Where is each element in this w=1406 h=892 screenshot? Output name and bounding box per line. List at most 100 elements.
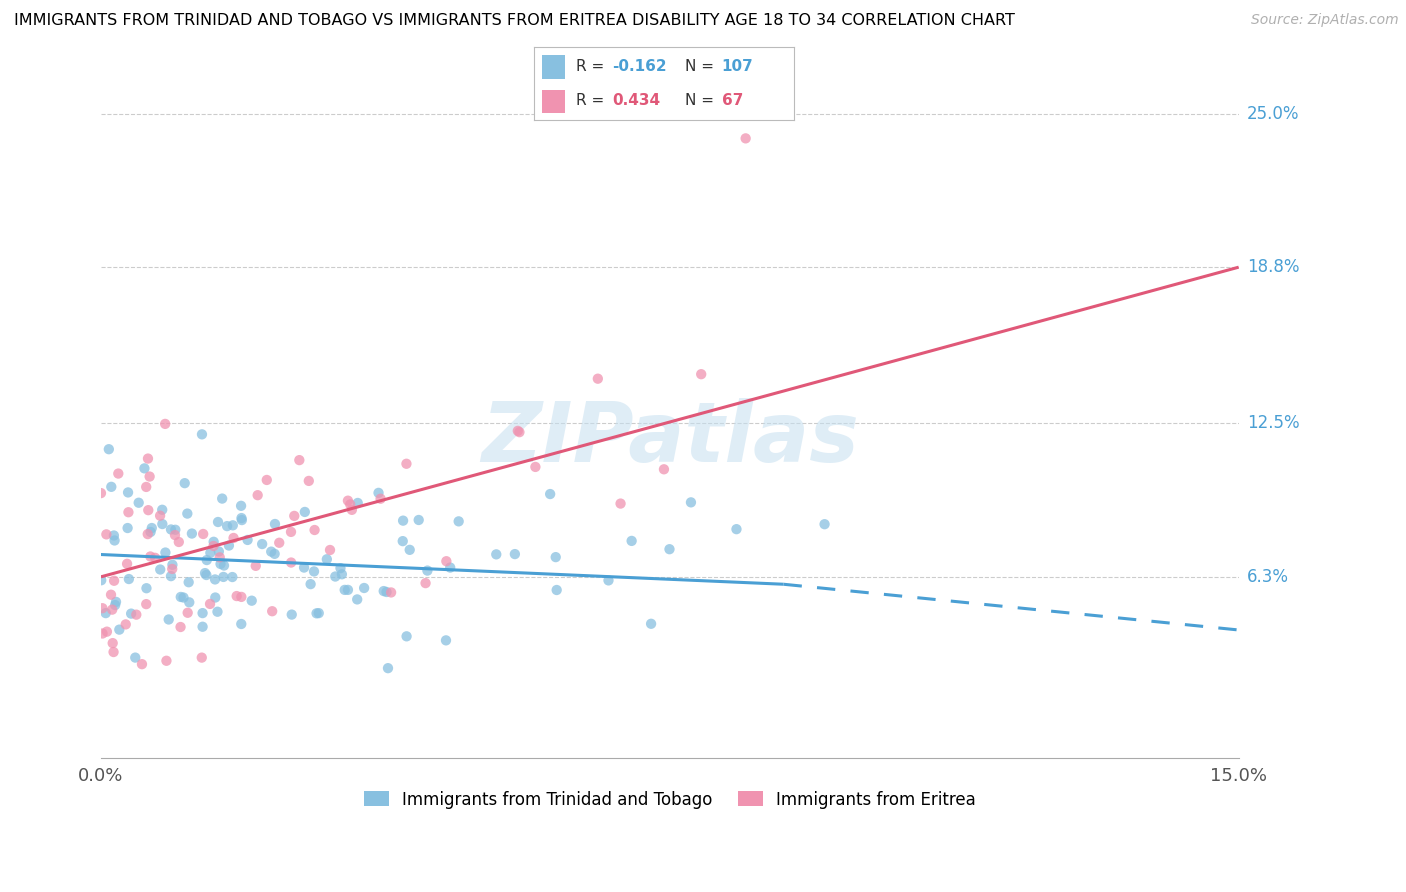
Text: Source: ZipAtlas.com: Source: ZipAtlas.com — [1251, 13, 1399, 28]
Point — [283, 508, 305, 523]
Point — [155, 545, 177, 559]
Point — [173, 591, 195, 605]
Point — [90, 573, 112, 587]
Point — [165, 523, 187, 537]
Point — [100, 588, 122, 602]
Point — [250, 537, 273, 551]
Point — [395, 629, 418, 643]
Point — [108, 623, 131, 637]
Point — [191, 650, 214, 665]
Point — [204, 573, 226, 587]
Text: -0.162: -0.162 — [613, 59, 666, 74]
Point — [191, 606, 214, 620]
Point — [208, 550, 231, 565]
Point — [264, 516, 287, 531]
Point — [117, 521, 139, 535]
Point — [125, 607, 148, 622]
Point — [245, 558, 267, 573]
Point — [150, 516, 173, 531]
Point — [120, 607, 142, 621]
Point — [209, 557, 232, 571]
Point — [141, 521, 163, 535]
Point — [217, 519, 239, 533]
Point — [135, 581, 157, 595]
Point — [292, 560, 315, 574]
Point — [160, 562, 183, 576]
Point — [380, 585, 402, 599]
Point — [136, 451, 159, 466]
Point — [416, 564, 439, 578]
Point — [302, 565, 325, 579]
Point — [346, 496, 368, 510]
Point — [207, 515, 229, 529]
Legend: Immigrants from Trinidad and Tobago, Immigrants from Eritrea: Immigrants from Trinidad and Tobago, Imm… — [357, 784, 983, 815]
Point — [100, 480, 122, 494]
Point — [176, 507, 198, 521]
Text: 107: 107 — [721, 59, 754, 74]
Point — [139, 524, 162, 539]
Point — [117, 505, 139, 519]
Point — [198, 597, 221, 611]
Point — [118, 572, 141, 586]
Point — [231, 513, 253, 527]
Point — [544, 550, 567, 565]
Point — [149, 562, 172, 576]
Point — [679, 495, 702, 509]
Point — [202, 534, 225, 549]
Text: 6.3%: 6.3% — [1247, 568, 1289, 586]
Point — [598, 574, 620, 588]
Point — [173, 476, 195, 491]
Point — [90, 486, 112, 500]
Point — [690, 368, 713, 382]
Point — [415, 576, 437, 591]
Point — [231, 511, 253, 525]
Point — [193, 527, 215, 541]
Point — [134, 461, 156, 475]
Point — [222, 531, 245, 545]
Point — [330, 567, 353, 582]
Point — [538, 487, 561, 501]
Point — [180, 526, 202, 541]
Point — [162, 558, 184, 572]
Point — [191, 620, 214, 634]
Point — [485, 547, 508, 561]
Point — [305, 607, 328, 621]
Point — [207, 605, 229, 619]
Point — [447, 514, 470, 528]
Point — [434, 554, 457, 568]
Point — [508, 425, 530, 439]
Point — [212, 558, 235, 573]
Point — [200, 546, 222, 560]
Point — [91, 601, 114, 615]
Point — [398, 542, 420, 557]
Point — [104, 598, 127, 612]
Point — [143, 550, 166, 565]
Point — [96, 624, 118, 639]
Point — [155, 654, 177, 668]
Point — [734, 131, 756, 145]
Point — [240, 593, 263, 607]
Point — [373, 584, 395, 599]
Point — [395, 457, 418, 471]
Point — [114, 617, 136, 632]
Point — [138, 469, 160, 483]
Point — [370, 491, 392, 506]
Point — [658, 542, 681, 557]
Text: N =: N = — [685, 93, 718, 108]
Point — [211, 491, 233, 506]
Text: IMMIGRANTS FROM TRINIDAD AND TOBAGO VS IMMIGRANTS FROM ERITREA DISABILITY AGE 18: IMMIGRANTS FROM TRINIDAD AND TOBAGO VS I… — [14, 13, 1015, 29]
Point — [280, 556, 302, 570]
Point — [105, 595, 128, 609]
Point — [524, 459, 547, 474]
Text: N =: N = — [685, 59, 718, 74]
Point — [103, 528, 125, 542]
Point — [160, 523, 183, 537]
Point — [101, 602, 124, 616]
Point — [221, 570, 243, 584]
Point — [195, 568, 218, 582]
Point — [222, 518, 245, 533]
Point — [725, 522, 748, 536]
Point — [103, 533, 125, 548]
Point — [124, 650, 146, 665]
Point — [609, 497, 631, 511]
